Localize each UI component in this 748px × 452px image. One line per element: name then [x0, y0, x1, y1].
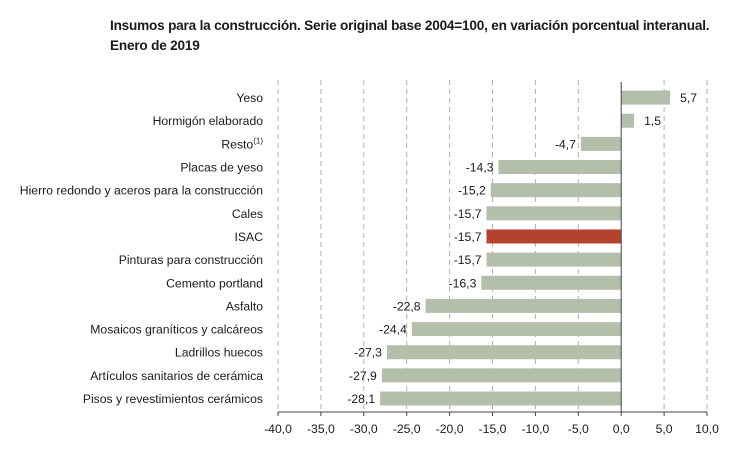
category-name-3: Placas de yeso [180, 161, 263, 175]
value-label-8: -16,3 [449, 276, 477, 290]
category-name-7: Pinturas para construcción [119, 253, 263, 267]
bar-2 [580, 136, 622, 151]
category-name-1: Hormigón elaborado [153, 114, 264, 128]
bar-10 [411, 322, 622, 337]
x-tick-label-4: -20,0 [436, 422, 464, 436]
x-tick-label-5: -15,0 [479, 422, 507, 436]
category-label-0: Yeso [236, 91, 263, 105]
x-tick-label-1: -35,0 [307, 422, 335, 436]
bar-7 [486, 252, 622, 267]
category-name-5: Cales [232, 207, 263, 221]
value-label-1: 1,5 [644, 114, 661, 128]
bar-6 [486, 229, 622, 244]
category-name-13: Pisos y revestimientos cerámicos [83, 392, 263, 406]
bar-0 [621, 90, 671, 105]
category-name-10: Mosaicos graníticos y calcáreos [90, 323, 263, 337]
value-label-9: -22,8 [393, 299, 421, 313]
category-label-11: Ladrillos huecos [175, 346, 263, 360]
value-label-7: -15,7 [454, 253, 482, 267]
bar-4 [490, 183, 622, 198]
category-name-12: Artículos sanitarios de cerámica [90, 369, 263, 383]
value-label-11: -27,3 [354, 346, 382, 360]
category-name-11: Ladrillos huecos [175, 346, 263, 360]
value-label-5: -15,7 [454, 207, 482, 221]
bar-13 [380, 391, 622, 406]
category-labels: Yeso Hormigón elaborado Resto(1) Placas de … [20, 91, 264, 406]
category-label-6: ISAC [235, 230, 264, 244]
value-label-3: -14,3 [466, 161, 494, 175]
category-label-1: Hormigón elaborado [153, 114, 264, 128]
chart-subtitle: Enero de 2019 [110, 38, 200, 53]
x-tick-label-0: -40,0 [264, 422, 292, 436]
x-tick-label-7: -5,0 [568, 422, 589, 436]
value-label-0: 5,7 [680, 91, 697, 105]
category-label-10: Mosaicos graníticos y calcáreos [90, 323, 263, 337]
x-tick-label-9: 5,0 [656, 422, 673, 436]
category-label-9: Asfalto [226, 299, 263, 313]
x-tick-label-10: 10,0 [695, 422, 719, 436]
bar-11 [386, 345, 622, 360]
category-label-4: Hierro redondo y aceros para la construc… [20, 184, 263, 198]
chart-title-line1: Insumos para la construcción. Serie orig… [110, 18, 710, 33]
category-name-9: Asfalto [226, 299, 263, 313]
category-name-6: ISAC [235, 230, 264, 244]
value-label-10: -24,4 [379, 323, 407, 337]
value-label-4: -15,2 [458, 184, 486, 198]
value-label-2: -4,7 [555, 137, 576, 151]
x-tick-label-3: -25,0 [393, 422, 421, 436]
bar-1 [621, 113, 635, 128]
category-label-3: Placas de yeso [180, 161, 263, 175]
category-name-4: Hierro redondo y aceros para la construc… [20, 184, 263, 198]
bars [380, 90, 671, 406]
category-label-8: Cemento portland [166, 276, 263, 290]
bar-8 [481, 275, 622, 290]
chart-title: Insumos para la construcción. Serie orig… [110, 16, 730, 56]
x-tick-label-8: 0,0 [613, 422, 630, 436]
bar-9 [425, 298, 622, 313]
category-label-13: Pisos y revestimientos cerámicos [83, 392, 263, 406]
x-tick-label-2: -30,0 [350, 422, 378, 436]
bar-12 [381, 368, 622, 383]
value-label-13: -28,1 [347, 392, 375, 406]
category-label-5: Cales [232, 207, 263, 221]
category-name-2: Resto [221, 137, 253, 151]
x-axis: -40,0 -35,0 -30,0 -25,0 -20,0 -15,0 -10,0 -5,0 0… [264, 411, 719, 436]
value-labels: 5,7 1,5 -4,7 -14,3 -15,2 -15,7 -15,7 -15,7 -16,3… [347, 91, 697, 406]
category-label-2: Resto(1) [221, 136, 263, 151]
bar-3 [498, 160, 622, 175]
gridlines [277, 80, 708, 412]
category-name-8: Cemento portland [166, 276, 263, 290]
bar-5 [486, 206, 622, 221]
category-label-7: Pinturas para construcción [119, 253, 263, 267]
value-label-12: -27,9 [349, 369, 377, 383]
category-superscript-2: (1) [253, 136, 263, 145]
category-label-12: Artículos sanitarios de cerámica [90, 369, 263, 383]
value-label-6: -15,7 [454, 230, 482, 244]
x-tick-label-6: -10,0 [522, 422, 550, 436]
category-name-0: Yeso [236, 91, 263, 105]
